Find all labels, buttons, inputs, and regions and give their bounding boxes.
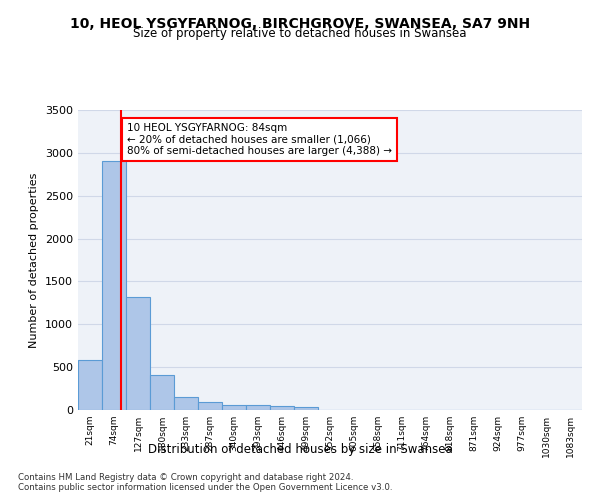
Bar <box>246 406 270 410</box>
Text: Contains public sector information licensed under the Open Government Licence v3: Contains public sector information licen… <box>18 482 392 492</box>
Bar <box>150 375 174 410</box>
Bar <box>270 406 294 410</box>
Bar <box>78 360 102 410</box>
Bar <box>222 405 246 410</box>
Text: 10 HEOL YSGYFARNOG: 84sqm
← 20% of detached houses are smaller (1,066)
80% of se: 10 HEOL YSGYFARNOG: 84sqm ← 20% of detac… <box>127 123 392 156</box>
Text: 10, HEOL YSGYFARNOG, BIRCHGROVE, SWANSEA, SA7 9NH: 10, HEOL YSGYFARNOG, BIRCHGROVE, SWANSEA… <box>70 18 530 32</box>
Bar <box>102 160 126 410</box>
Bar <box>174 396 198 410</box>
Text: Contains HM Land Registry data © Crown copyright and database right 2024.: Contains HM Land Registry data © Crown c… <box>18 472 353 482</box>
Bar <box>294 407 318 410</box>
Text: Distribution of detached houses by size in Swansea: Distribution of detached houses by size … <box>148 442 452 456</box>
Bar <box>126 297 150 410</box>
Text: Size of property relative to detached houses in Swansea: Size of property relative to detached ho… <box>133 28 467 40</box>
Y-axis label: Number of detached properties: Number of detached properties <box>29 172 40 348</box>
Bar <box>198 402 222 410</box>
